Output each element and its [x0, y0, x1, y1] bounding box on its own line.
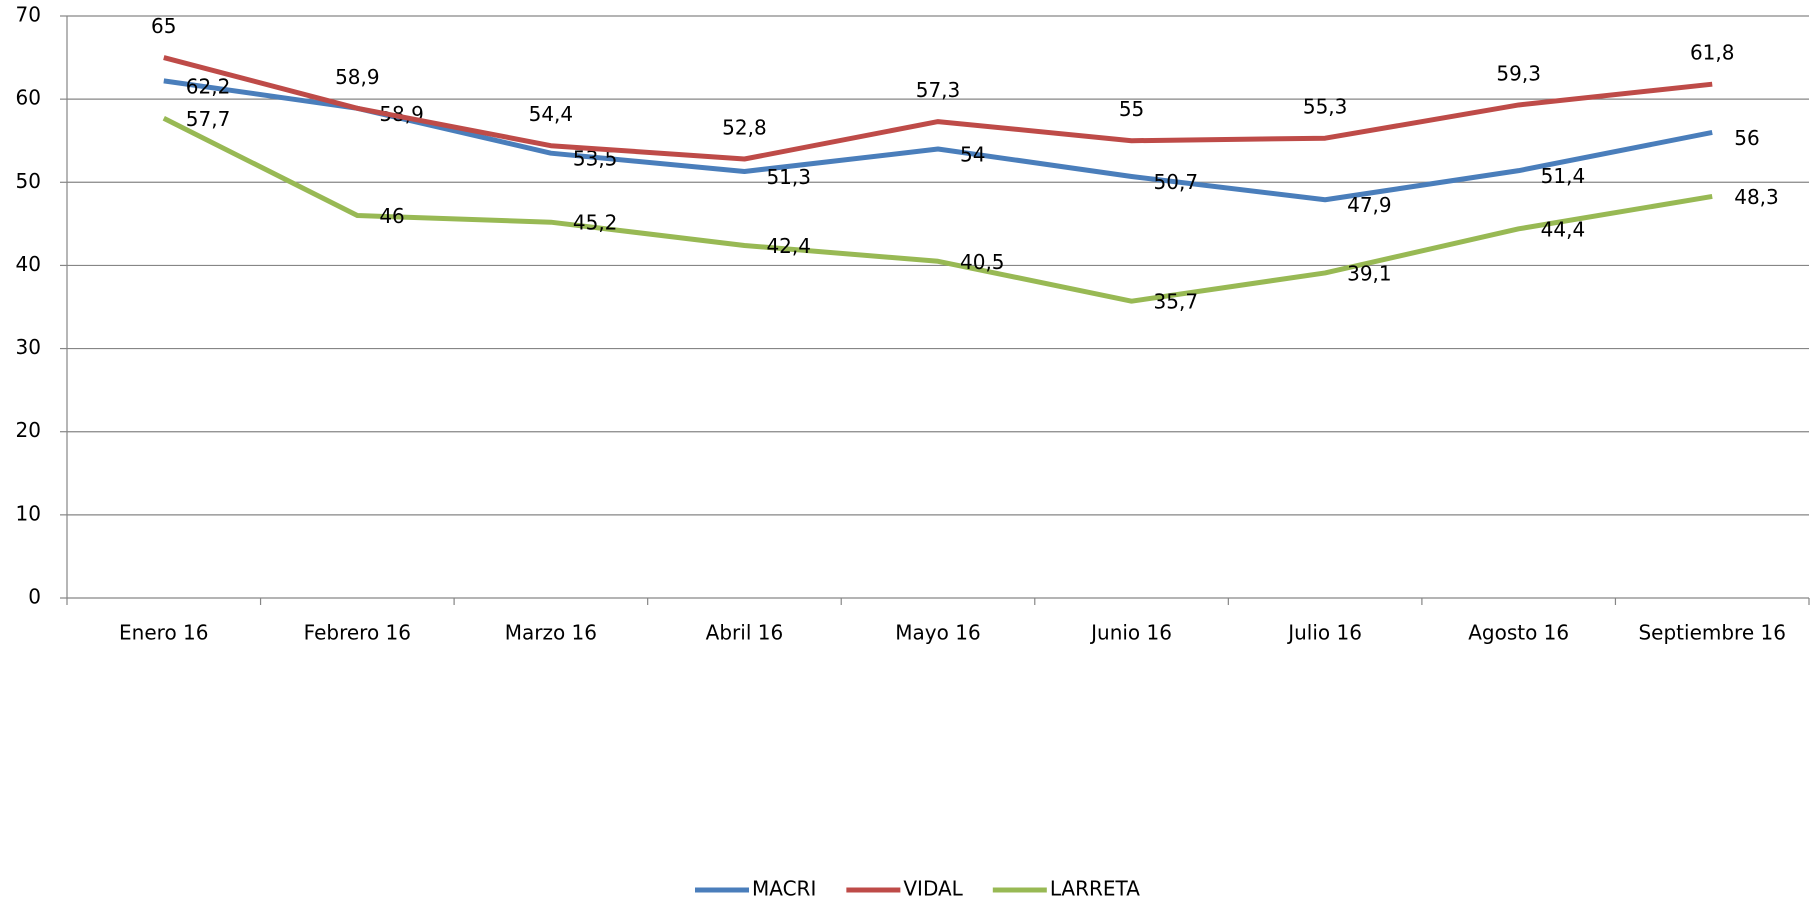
data-label: 55,3 [1303, 95, 1348, 119]
x-tick-label: Septiembre 16 [1638, 621, 1785, 645]
data-label: 50,7 [1154, 170, 1199, 194]
data-label: 55 [1119, 97, 1144, 121]
data-label: 39,1 [1347, 261, 1392, 285]
data-label: 45,2 [573, 211, 618, 235]
y-tick-label: 60 [16, 86, 41, 110]
x-tick-label: Enero 16 [119, 621, 208, 645]
y-tick-label: 20 [16, 418, 41, 442]
x-tick-label: Marzo 16 [505, 621, 597, 645]
data-label: 54,4 [529, 102, 574, 126]
x-tick-label: Julio 16 [1286, 621, 1362, 645]
y-tick-label: 0 [28, 585, 41, 609]
legend-label: MACRI [752, 877, 816, 901]
x-tick-label: Abril 16 [706, 621, 784, 645]
data-label: 48,3 [1734, 185, 1779, 209]
data-label: 52,8 [722, 116, 767, 140]
series-line [162, 116, 1713, 304]
data-label: 61,8 [1690, 41, 1735, 65]
y-tick-label: 10 [16, 501, 41, 525]
data-label: 57,7 [186, 107, 231, 131]
legend-label: LARRETA [1050, 877, 1140, 901]
x-tick-label: Junio 16 [1089, 621, 1172, 645]
data-label: 42,4 [766, 234, 811, 258]
y-tick-label: 40 [16, 252, 41, 276]
y-tick-label: 30 [16, 335, 41, 359]
x-tick-label: Mayo 16 [895, 621, 980, 645]
series-line [163, 55, 1713, 162]
data-label: 58,9 [335, 65, 380, 89]
data-label: 51,4 [1541, 164, 1586, 188]
y-tick-label: 70 [16, 3, 41, 27]
data-label: 56 [1734, 126, 1759, 150]
data-label: 65 [151, 14, 176, 38]
x-tick-label: Agosto 16 [1468, 621, 1569, 645]
data-label: 40,5 [960, 250, 1005, 274]
data-label: 59,3 [1496, 61, 1541, 85]
data-label: 57,3 [916, 78, 961, 102]
data-label: 62,2 [186, 74, 231, 98]
data-label: 46 [379, 204, 404, 228]
data-label: 44,4 [1541, 217, 1586, 241]
data-label: 51,3 [766, 165, 811, 189]
legend-label: VIDAL [903, 877, 963, 901]
data-label: 54 [960, 143, 985, 167]
data-label: 35,7 [1154, 290, 1199, 314]
x-tick-label: Febrero 16 [304, 621, 411, 645]
y-tick-label: 50 [16, 169, 41, 193]
data-label: 47,9 [1347, 193, 1392, 217]
